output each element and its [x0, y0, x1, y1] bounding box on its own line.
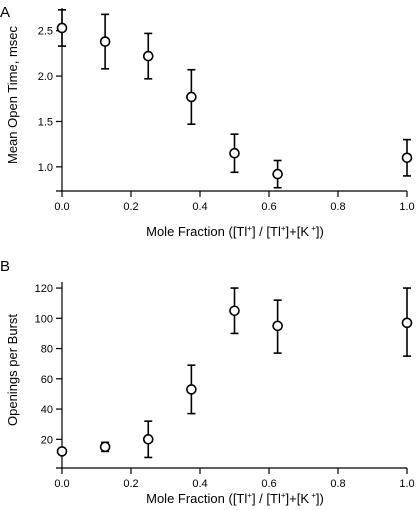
panel-a-data-point: [272, 168, 283, 180]
panel-b-y-tick-label: 100: [35, 313, 53, 325]
panel-a-ylabel: Mean Open Time, msec: [5, 26, 20, 164]
panel-b-x-tick-label: 0.8: [330, 478, 345, 490]
panel-a-data-point: [401, 152, 413, 164]
panel-a-y-tick-label: 1.0: [38, 162, 53, 174]
panel-b-data-point: [272, 320, 283, 332]
panel-b-y-tick-label: 20: [41, 434, 53, 446]
panel-a-x-tick-label: 0.6: [261, 201, 276, 213]
panel-a-data-point: [142, 50, 154, 62]
panel-b-data-point: [401, 317, 413, 329]
panel-a-data-point: [56, 22, 68, 34]
panel-a-x-tick-label: 0.2: [123, 201, 138, 213]
panel-b: B Openings per Burst Mole Fraction ([Tl+…: [0, 258, 415, 506]
panel-a-data-point: [186, 91, 197, 103]
panel-b-data-point: [56, 446, 68, 457]
panel-b-letter: B: [0, 258, 10, 275]
panel-a-data-point: [229, 147, 240, 159]
panel-b-x-tick-label: 1.0: [399, 478, 414, 490]
panel-a-y-tick-label: 1.5: [38, 116, 53, 128]
panel-a-y-tick-label: 2.0: [38, 71, 53, 83]
panel-b-data-point: [229, 305, 240, 317]
panel-a-data-point: [99, 36, 111, 47]
panel-a-x-tick-label: 1.0: [399, 201, 414, 213]
panel-a-x-tick-label: 0.4: [192, 201, 207, 213]
panel-b-xlabel: Mole Fraction ([Tl+] / [Tl+]+[K +]): [146, 491, 324, 506]
panel-a-letter: A: [0, 4, 10, 21]
panel-a-y-tick-label: 2.5: [38, 26, 53, 38]
panel-b-data-point: [99, 441, 111, 453]
panel-a-x-tick-label: 0.0: [54, 201, 69, 213]
panel-b-data-point: [186, 384, 197, 395]
panel-b-x-tick-label: 0.0: [54, 478, 69, 490]
panel-b-x-tick-label: 0.6: [261, 478, 276, 490]
panel-b-ylabel: Openings per Burst: [5, 314, 20, 426]
panel-b-y-tick-label: 80: [41, 344, 53, 356]
panel-b-y-tick-label: 60: [41, 374, 53, 386]
panel-a: A Mean Open Time, msec Mole Fraction ([T…: [0, 4, 415, 239]
panel-b-data-point: [142, 434, 154, 445]
panel-a-xlabel: Mole Fraction ([Tl+] / [Tl+]+[K +]): [146, 224, 324, 239]
panel-b-y-tick-label: 40: [41, 404, 53, 416]
panel-b-x-tick-label: 0.4: [192, 478, 207, 490]
panel-b-y-tick-label: 120: [35, 283, 53, 295]
panel-a-x-tick-label: 0.8: [330, 201, 345, 213]
panel-b-x-tick-label: 0.2: [123, 478, 138, 490]
